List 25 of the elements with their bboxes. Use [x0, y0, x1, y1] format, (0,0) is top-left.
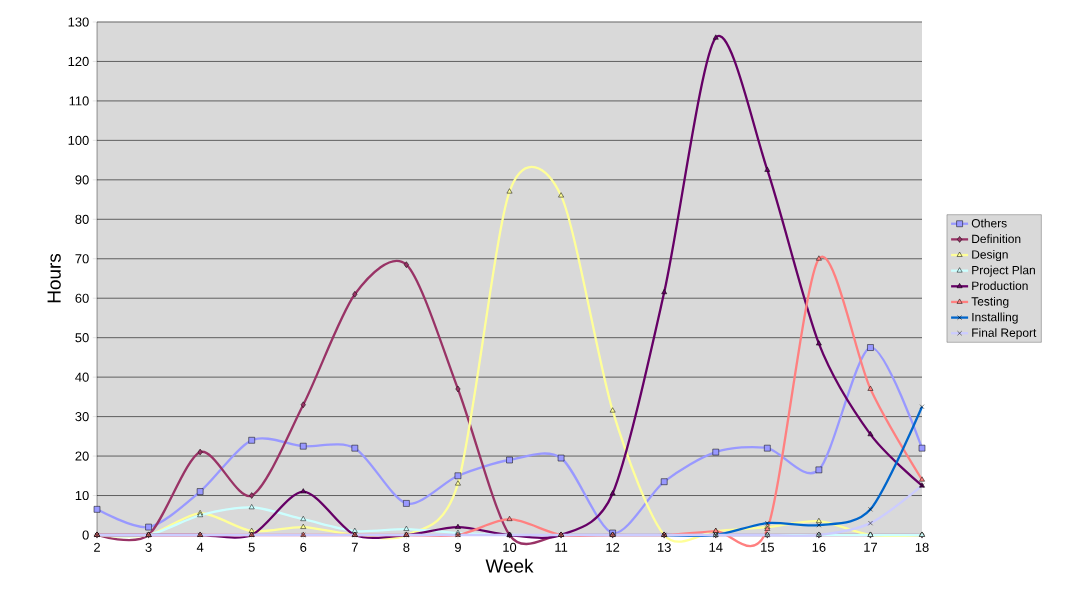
y-axis-title: Hours — [47, 253, 61, 303]
y-tick-label: 90 — [75, 175, 89, 185]
legend-label: Project Plan — [972, 265, 1035, 277]
legend-label: Production — [972, 281, 1028, 290]
legend-label: Installing — [972, 312, 1018, 324]
y-tick-label: 20 — [75, 451, 89, 461]
y-tick-label: 50 — [75, 333, 89, 343]
y-tick-label: 110 — [69, 96, 89, 106]
y-tick-label: 0 — [82, 530, 89, 540]
x-tick-label: 18 — [915, 542, 929, 552]
y-tick-label: 120 — [68, 56, 89, 67]
y-tick-label: 130 — [68, 17, 89, 27]
y-tick-label: 40 — [75, 372, 89, 382]
legend-label: Testing — [971, 296, 1009, 309]
y-tick-label: 60 — [75, 293, 89, 303]
y-tick-label: 30 — [75, 412, 89, 422]
legend-label: Definition — [972, 234, 1021, 244]
legend-label: Final Report — [972, 328, 1037, 340]
y-tick-label: 100 — [68, 135, 89, 145]
legend-label: Design — [972, 249, 1008, 262]
y-tick-label: 80 — [75, 214, 89, 224]
legend-label: Others — [971, 218, 1007, 228]
y-tick-label: 70 — [75, 254, 89, 264]
x-axis-title: Week — [485, 558, 534, 573]
y-tick-label: 10 — [75, 490, 89, 501]
